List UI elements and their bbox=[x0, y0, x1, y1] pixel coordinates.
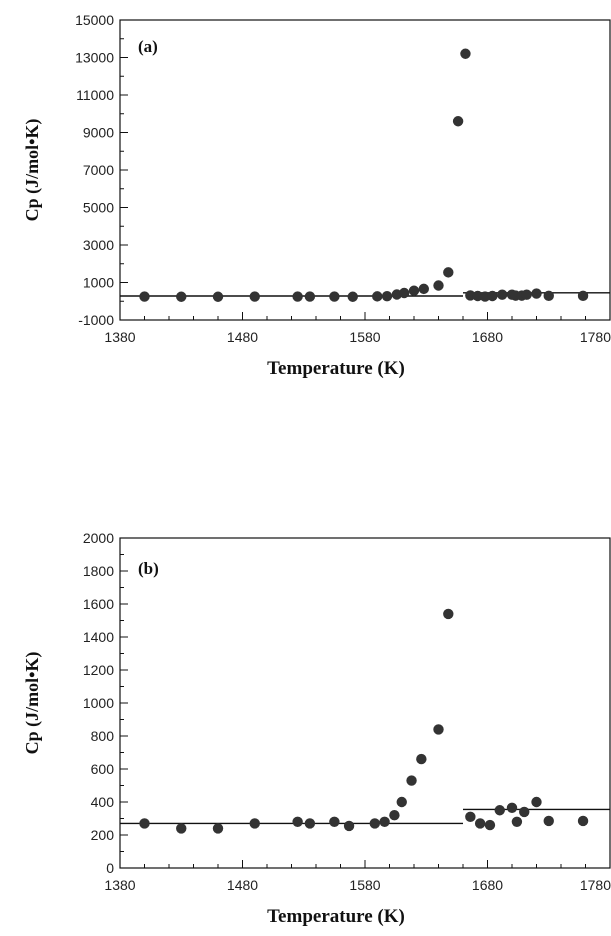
panel-a-data-point bbox=[487, 290, 498, 302]
panel-b-data-point bbox=[304, 818, 316, 829]
panel-a-data-point bbox=[176, 291, 187, 302]
panel-a-data-point bbox=[460, 48, 471, 59]
panel-a-ytick-label: 15000 bbox=[75, 12, 114, 28]
panel-b-data-point bbox=[369, 818, 380, 829]
panel-a-ylabel: Cp (J/mol•K) bbox=[22, 119, 43, 222]
panel-a-xtick-label: 1580 bbox=[349, 329, 380, 345]
panel-a-data-point bbox=[249, 291, 260, 302]
panel-b-xtick-label: 1580 bbox=[349, 877, 380, 893]
panel-a-ytick-label: -1000 bbox=[78, 312, 114, 328]
panel-a-data-point bbox=[418, 283, 429, 295]
panel-a-data-point bbox=[543, 290, 554, 302]
panel-b-ytick-label: 1400 bbox=[83, 629, 114, 645]
panel-b-xtick-label: 1480 bbox=[227, 877, 258, 893]
panel-a-data-point bbox=[497, 289, 508, 300]
panel-b-ytick-label: 400 bbox=[91, 794, 115, 810]
panel-a-data-point bbox=[292, 291, 303, 302]
panel-a-ytick-label: 9000 bbox=[83, 125, 114, 141]
panel-b-data-point bbox=[506, 802, 518, 813]
panel-a-data-point bbox=[443, 267, 454, 278]
panel-a-data-point bbox=[212, 291, 224, 302]
panel-a-plot-frame bbox=[119, 19, 611, 321]
panel-a-xtick-label: 1780 bbox=[580, 329, 611, 345]
panel-b-data-point bbox=[577, 815, 589, 827]
panel-a-data-point bbox=[381, 290, 393, 302]
panel-b: (b) Temperature (K) Cp (J/mol•K) 0 200 400… bbox=[22, 530, 611, 927]
panel-b-data-point bbox=[249, 818, 260, 829]
panel-a-data-point bbox=[452, 116, 464, 127]
panel-b-data-point bbox=[343, 820, 355, 832]
panel-b-data-point bbox=[474, 818, 486, 829]
panel-a-xtick-label: 1380 bbox=[104, 329, 135, 345]
panel-a-data-point bbox=[408, 285, 420, 296]
panel-b-xtick-label: 1680 bbox=[472, 877, 503, 893]
panel-a-ytick-label: 11000 bbox=[76, 87, 114, 103]
panel-a-data-point bbox=[304, 291, 316, 302]
panel-a-xtick-label: 1480 bbox=[227, 329, 258, 345]
panel-b-data-point bbox=[292, 816, 303, 827]
panel-b-data-point bbox=[519, 806, 530, 818]
panel-a-xlabel: Temperature (K) bbox=[267, 358, 405, 379]
panel-b-ytick-label: 1200 bbox=[83, 662, 114, 678]
panel-a-data-point bbox=[347, 291, 358, 302]
panel-a-data-point bbox=[433, 280, 444, 291]
panel-b-xtick-label: 1380 bbox=[104, 877, 135, 893]
panel-b-data-point bbox=[443, 608, 454, 620]
panel-b-data-point bbox=[531, 796, 542, 808]
panel-b-data-point bbox=[379, 816, 390, 827]
panel-b-data-point bbox=[511, 816, 523, 827]
panel-b-data-point bbox=[465, 811, 476, 823]
panel-a-ytick-label: 7000 bbox=[83, 162, 114, 178]
panel-b-data-point bbox=[139, 818, 150, 829]
panel-a-ytick-label: 3000 bbox=[83, 237, 114, 253]
panel-a-xtick-label: 1680 bbox=[472, 329, 503, 345]
panel-b-data-point bbox=[212, 823, 224, 834]
panel-b-ytick-label: 1800 bbox=[83, 563, 114, 579]
panel-a: (a) Temperature (K) Cp (J/mol•K) -1000 10… bbox=[22, 12, 611, 379]
panel-a-data-point bbox=[577, 290, 589, 302]
panel-b-ytick-label: 800 bbox=[91, 728, 115, 744]
panel-a-ytick-label: 1000 bbox=[83, 275, 114, 291]
panel-b-ytick-label: 200 bbox=[91, 827, 115, 843]
panel-a-ytick-label: 13000 bbox=[75, 50, 114, 66]
panel-b-data-point bbox=[484, 819, 496, 831]
panel-b-ytick-label: 600 bbox=[91, 761, 115, 777]
panel-b-data-point bbox=[406, 775, 417, 786]
panel-a-data-point bbox=[372, 291, 383, 302]
panel-b-data-point bbox=[543, 815, 554, 827]
panel-b-data-point bbox=[329, 816, 340, 827]
panel-b-data-point bbox=[494, 805, 505, 816]
panel-a-data-point bbox=[531, 288, 542, 299]
panel-b-xtick-label: 1780 bbox=[580, 877, 611, 893]
panel-b-ytick-label: 1000 bbox=[83, 695, 114, 711]
panel-a-label: (a) bbox=[138, 37, 158, 56]
panel-b-plot-frame bbox=[119, 537, 611, 869]
panel-b-ytick-label: 2000 bbox=[83, 530, 114, 546]
panel-b-ytick-label: 0 bbox=[106, 860, 114, 876]
panel-a-ytick-label: 5000 bbox=[83, 200, 114, 216]
panel-b-ytick-label: 1600 bbox=[83, 596, 114, 612]
panel-b-data-point bbox=[176, 823, 187, 834]
panel-b-data-point bbox=[416, 753, 427, 765]
panel-b-data-point bbox=[389, 810, 400, 821]
panel-a-data-point bbox=[329, 291, 340, 302]
panel-b-label: (b) bbox=[138, 559, 159, 578]
panel-a-data-point bbox=[399, 287, 410, 299]
panel-a-data-point bbox=[521, 289, 532, 300]
panel-b-xlabel: Temperature (K) bbox=[267, 906, 405, 927]
panel-a-data-point bbox=[139, 291, 150, 302]
panel-b-data-point bbox=[396, 796, 407, 808]
panel-b-ylabel: Cp (J/mol•K) bbox=[22, 652, 43, 755]
panel-b-data-point bbox=[433, 724, 444, 735]
